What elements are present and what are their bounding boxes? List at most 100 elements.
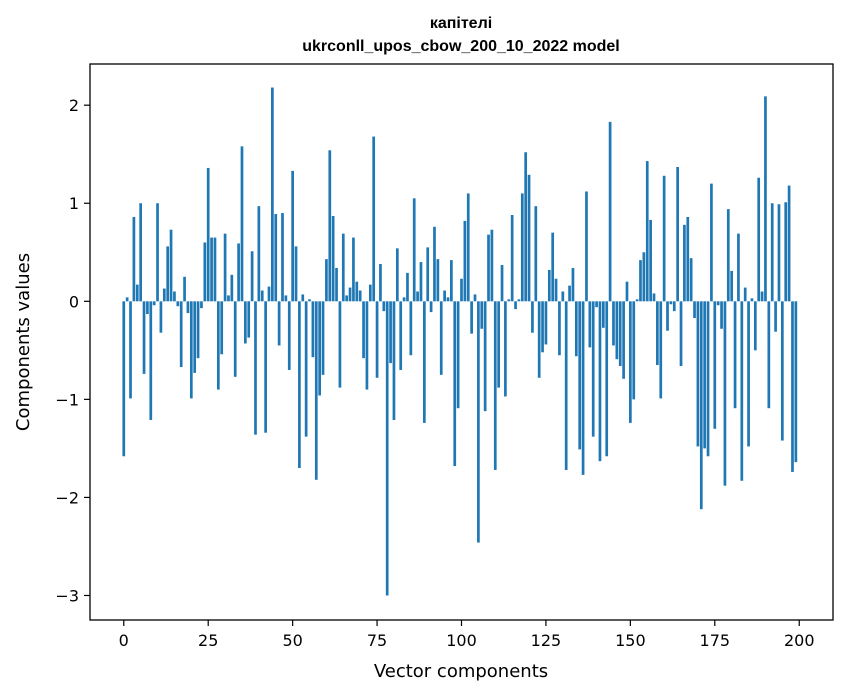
- bar: [544, 301, 548, 345]
- bar: [551, 232, 555, 302]
- bar: [179, 301, 183, 368]
- bar: [679, 301, 683, 367]
- y-tick-label: 2: [69, 96, 79, 115]
- bar: [601, 301, 605, 328]
- bar: [723, 301, 727, 486]
- bar: [787, 185, 791, 302]
- bar: [588, 301, 592, 348]
- x-tick-label: 0: [119, 631, 129, 650]
- bar: [358, 290, 362, 302]
- bar: [520, 193, 524, 302]
- bar: [193, 301, 197, 373]
- x-tick-label: 50: [282, 631, 302, 650]
- bar: [287, 301, 291, 370]
- bar: [733, 301, 737, 409]
- bar: [676, 166, 679, 302]
- x-tick-label: 125: [531, 631, 562, 650]
- bar: [487, 234, 490, 302]
- bar: [321, 301, 325, 375]
- bar: [331, 215, 335, 302]
- bar: [345, 295, 349, 302]
- bar: [338, 301, 342, 388]
- bar: [372, 136, 376, 302]
- bar: [517, 299, 521, 302]
- bar: [264, 301, 267, 433]
- bar: [301, 294, 305, 302]
- bar: [659, 301, 663, 399]
- bar: [450, 260, 453, 302]
- bar: [726, 209, 730, 302]
- bar: [669, 301, 673, 305]
- y-tick-label: −3: [55, 586, 79, 605]
- bar: [453, 301, 457, 467]
- y-tick-label: 1: [69, 194, 79, 213]
- bar: [642, 252, 646, 302]
- bar: [271, 87, 274, 302]
- bar: [706, 301, 710, 457]
- bar: [311, 301, 315, 358]
- bar: [774, 301, 777, 332]
- bar: [683, 224, 686, 302]
- bar: [777, 204, 781, 302]
- chart-subtitle: ukrconll_upos_cbow_200_10_2022 model: [302, 38, 619, 55]
- bar: [419, 262, 423, 302]
- bar: [514, 301, 517, 310]
- bar: [173, 291, 176, 302]
- bar: [747, 301, 750, 447]
- bar: [710, 183, 713, 302]
- bar: [196, 301, 200, 359]
- bar: [595, 301, 598, 308]
- bar: [740, 301, 744, 481]
- bar: [493, 301, 497, 470]
- bar: [142, 301, 146, 374]
- bar: [244, 301, 247, 344]
- bar: [328, 150, 332, 302]
- bar: [260, 290, 264, 302]
- bar: [169, 229, 173, 302]
- bar: [162, 288, 166, 302]
- x-tick-label: 75: [367, 631, 387, 650]
- bar: [585, 191, 588, 302]
- bar: [720, 301, 723, 329]
- bar: [355, 281, 359, 302]
- bar: [477, 301, 480, 543]
- bar: [693, 301, 696, 318]
- bar: [409, 301, 413, 356]
- bar: [784, 202, 788, 302]
- bar: [294, 246, 298, 302]
- bar: [402, 297, 406, 302]
- bar: [703, 301, 707, 449]
- bar: [149, 301, 153, 420]
- bar: [504, 301, 507, 397]
- bar: [227, 295, 230, 302]
- x-tick-label: 175: [700, 631, 731, 650]
- bar: [203, 242, 207, 302]
- bar: [554, 278, 558, 302]
- bar: [443, 290, 446, 302]
- bar: [794, 301, 798, 463]
- bar: [534, 206, 538, 302]
- bar: [314, 301, 318, 480]
- bar: [237, 243, 240, 302]
- bar: [132, 216, 136, 302]
- bar: [696, 301, 700, 447]
- bar: [581, 301, 585, 475]
- bar: [362, 301, 365, 359]
- bar: [770, 203, 774, 302]
- bar: [497, 301, 500, 388]
- bar: [122, 301, 126, 457]
- bar: [480, 301, 484, 329]
- bar: [352, 237, 355, 302]
- bar: [156, 203, 159, 302]
- x-tick-label: 200: [784, 631, 815, 650]
- bar: [764, 96, 767, 302]
- bar: [699, 301, 703, 510]
- bar: [524, 152, 528, 302]
- bar: [166, 246, 170, 302]
- y-axis-label: Components values: [13, 253, 34, 431]
- bar: [382, 301, 386, 312]
- y-tick-label: −2: [55, 488, 79, 507]
- bar-series: [122, 87, 798, 596]
- bar: [571, 267, 575, 302]
- bar: [325, 259, 328, 302]
